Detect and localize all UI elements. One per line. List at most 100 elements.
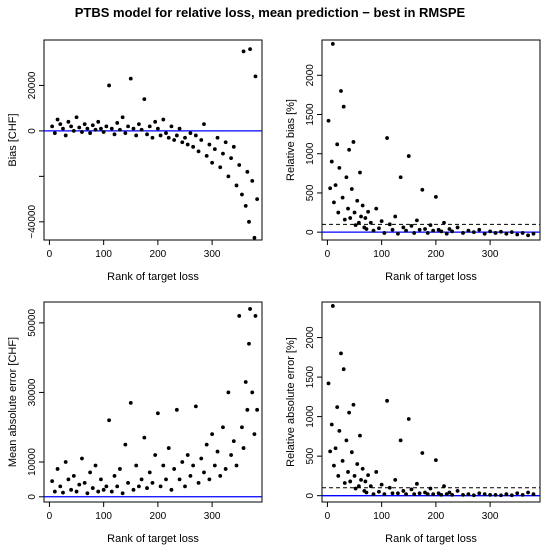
- data-point: [237, 314, 242, 318]
- data-point: [50, 479, 55, 484]
- x-tick-label: 200: [428, 249, 445, 260]
- data-point: [226, 174, 231, 179]
- data-point: [339, 89, 343, 93]
- y-tick-label: 1500: [305, 366, 316, 389]
- data-point: [90, 123, 95, 128]
- data-point: [69, 487, 74, 492]
- data-point: [348, 479, 353, 484]
- data-point: [363, 216, 368, 220]
- data-point: [128, 400, 133, 405]
- y-tick-label: 2000: [305, 326, 316, 349]
- data-point: [155, 126, 160, 131]
- data-point: [335, 405, 340, 410]
- data-point: [248, 307, 252, 311]
- data-point: [229, 453, 233, 457]
- data-point: [199, 138, 204, 142]
- data-point: [229, 156, 233, 161]
- data-point: [417, 491, 422, 496]
- data-point: [346, 470, 350, 474]
- data-point: [330, 42, 335, 46]
- data-point: [215, 135, 220, 140]
- data-point: [359, 214, 363, 219]
- data-point: [431, 228, 436, 233]
- data-point: [482, 231, 487, 236]
- plot-frame: [321, 39, 541, 241]
- data-point: [390, 491, 395, 496]
- data-point: [406, 417, 411, 421]
- data-point: [247, 219, 251, 224]
- y-tick-label: 20000: [27, 71, 38, 99]
- data-point: [126, 480, 130, 485]
- data-point: [185, 142, 190, 147]
- data-point: [247, 341, 251, 346]
- data-point: [241, 446, 246, 450]
- data-point: [52, 489, 57, 494]
- x-axis-label: Rank of target loss: [385, 271, 477, 283]
- data-point: [482, 492, 487, 496]
- data-point: [253, 314, 258, 318]
- data-point: [339, 351, 343, 356]
- figure-title: PTBS model for relative loss, mean predi…: [75, 5, 466, 20]
- data-point: [329, 422, 334, 427]
- data-point: [231, 439, 236, 444]
- data-point: [255, 407, 260, 412]
- y-axis-label: Mean absolute error [CHF]: [7, 337, 19, 467]
- data-point: [88, 131, 92, 136]
- data-point: [442, 484, 446, 489]
- data-point: [488, 492, 493, 497]
- data-point: [77, 482, 82, 487]
- data-point: [177, 126, 182, 131]
- y-tick-label: 1000: [305, 142, 316, 165]
- data-point: [477, 227, 482, 232]
- data-point: [142, 435, 147, 440]
- data-point: [204, 442, 209, 447]
- x-tick-label: 0: [47, 511, 53, 522]
- data-point: [80, 456, 84, 461]
- data-point: [58, 484, 63, 489]
- data-point: [241, 49, 246, 54]
- data-point: [329, 159, 334, 164]
- data-point: [341, 367, 346, 372]
- data-point: [374, 470, 379, 474]
- data-point: [364, 227, 369, 231]
- data-point: [223, 467, 228, 471]
- data-point: [471, 493, 476, 498]
- data-point: [221, 151, 225, 156]
- data-point: [90, 486, 95, 490]
- data-point: [455, 225, 460, 230]
- data-point: [240, 425, 244, 430]
- panel-1: 0 100 200 300 −40000 0 20000 Rank of target los…: [7, 39, 263, 283]
- data-point: [499, 229, 503, 234]
- data-point: [101, 487, 106, 492]
- x-tick-label: 200: [150, 249, 167, 260]
- data-point: [250, 179, 255, 183]
- data-point: [340, 458, 345, 463]
- data-point: [66, 477, 71, 482]
- x-tick-label: 100: [95, 511, 112, 522]
- data-point: [509, 230, 514, 235]
- data-point: [248, 47, 252, 51]
- data-point: [137, 484, 141, 489]
- data-point: [202, 470, 206, 475]
- data-point: [196, 480, 201, 485]
- data-point: [158, 484, 163, 489]
- data-point: [531, 492, 536, 496]
- data-point: [358, 170, 362, 175]
- data-point: [207, 477, 212, 482]
- data-point: [250, 390, 255, 395]
- data-point: [128, 76, 133, 81]
- data-point: [412, 492, 417, 496]
- data-point: [355, 462, 360, 466]
- data-point: [371, 492, 376, 496]
- data-point: [433, 194, 438, 199]
- data-point: [93, 127, 98, 132]
- data-point: [231, 144, 236, 149]
- data-point: [337, 428, 342, 433]
- data-point: [450, 229, 455, 234]
- data-point: [371, 228, 376, 233]
- data-point: [207, 142, 212, 147]
- data-point: [155, 411, 160, 416]
- data-point: [218, 165, 223, 170]
- data-point: [145, 486, 149, 490]
- data-point: [368, 220, 373, 225]
